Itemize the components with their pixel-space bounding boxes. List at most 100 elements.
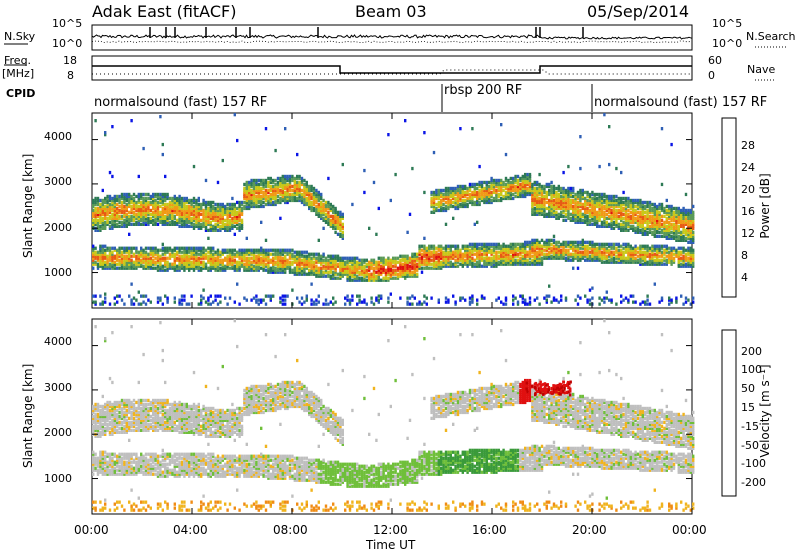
power-cell — [128, 216, 131, 220]
power-cell — [620, 216, 623, 220]
power-cell — [327, 200, 330, 205]
power-cell — [524, 248, 527, 252]
power-cell — [528, 184, 532, 189]
power-cell — [197, 268, 200, 272]
power-cell — [296, 256, 299, 260]
power-cell — [610, 224, 613, 228]
power-cell — [495, 184, 498, 189]
power-cell — [279, 258, 282, 262]
power-cell — [368, 276, 371, 280]
power-cell — [629, 254, 632, 258]
power-cell — [118, 224, 121, 228]
power-cell — [286, 250, 289, 254]
power-cell — [579, 210, 582, 214]
power-cell — [569, 202, 572, 207]
power-cell — [629, 204, 632, 209]
power-cell — [574, 214, 577, 218]
power-cell — [540, 198, 544, 203]
power-cell — [488, 258, 491, 262]
power-cell — [132, 210, 136, 214]
power-cell — [231, 252, 234, 256]
power-cell — [435, 254, 438, 258]
power-cell — [279, 252, 282, 256]
power-cell — [528, 254, 532, 258]
nsky-trace — [91, 27, 693, 46]
power-cell — [521, 258, 524, 262]
power-cell — [214, 262, 217, 266]
power-cell — [231, 204, 234, 209]
power-cell — [425, 264, 428, 268]
power-cell — [118, 216, 121, 220]
power-cell — [312, 270, 316, 274]
power-cell — [461, 244, 464, 248]
power-cell — [627, 198, 630, 203]
power-cell — [192, 258, 196, 262]
power-cell — [471, 300, 474, 304]
power-cell — [533, 202, 536, 207]
power-cell — [560, 200, 563, 205]
power-cell — [245, 236, 248, 240]
nsky-tick-top: 10^5 — [52, 17, 83, 30]
power-cell — [183, 246, 186, 250]
power-cell — [245, 184, 248, 189]
power-cell — [233, 208, 236, 213]
power-cell — [430, 252, 433, 256]
power-cell — [339, 224, 342, 228]
power-cell — [317, 274, 320, 278]
power-cell — [298, 264, 301, 268]
power-cell — [363, 266, 366, 270]
power-cell — [612, 258, 616, 262]
power-cell — [548, 182, 551, 187]
power-cell — [617, 258, 620, 262]
power-cell — [320, 270, 323, 274]
power-cell — [519, 252, 522, 256]
power-cell — [351, 202, 354, 207]
power-cell — [442, 252, 445, 256]
power-cell — [176, 220, 179, 224]
power-cell — [322, 212, 325, 216]
power-cell — [576, 196, 580, 201]
power-cell — [497, 182, 500, 187]
power-cell — [348, 268, 352, 272]
power-cell — [502, 248, 505, 252]
power-cell — [504, 256, 508, 260]
power-cell — [420, 302, 424, 306]
power-cell — [504, 178, 508, 183]
power-cell — [245, 268, 248, 272]
power-cell — [509, 180, 512, 185]
power-cell — [572, 186, 575, 191]
power-cell — [185, 196, 188, 201]
power-cell — [156, 252, 160, 256]
power-cell — [144, 262, 148, 266]
power-cell — [610, 216, 613, 220]
power-cell — [447, 186, 450, 191]
power-cell — [365, 262, 368, 266]
power-cell — [142, 266, 145, 270]
power-cell — [545, 246, 548, 250]
power-cell — [192, 206, 196, 211]
power-cell — [437, 200, 440, 205]
power-cell — [536, 188, 539, 193]
power-cell — [483, 194, 486, 199]
power-cell — [279, 196, 282, 201]
power-cell — [461, 262, 464, 266]
power-cell — [351, 270, 354, 274]
power-cell — [137, 196, 140, 201]
power-cell — [490, 264, 493, 268]
power-cell — [228, 248, 232, 252]
power-cell — [286, 176, 289, 181]
power-cell — [339, 268, 342, 272]
power-cell — [516, 194, 520, 199]
power-cell — [154, 206, 157, 211]
power-cell — [416, 262, 419, 266]
power-cell — [490, 192, 493, 197]
power-cell — [188, 258, 191, 262]
power-cell — [130, 119, 133, 123]
power-cell — [456, 252, 460, 256]
power-cell — [284, 127, 287, 131]
power-cell — [372, 180, 376, 185]
power-cell — [430, 262, 433, 266]
power-cell — [207, 200, 210, 205]
power-cell — [584, 246, 587, 250]
power-cell — [632, 204, 635, 209]
